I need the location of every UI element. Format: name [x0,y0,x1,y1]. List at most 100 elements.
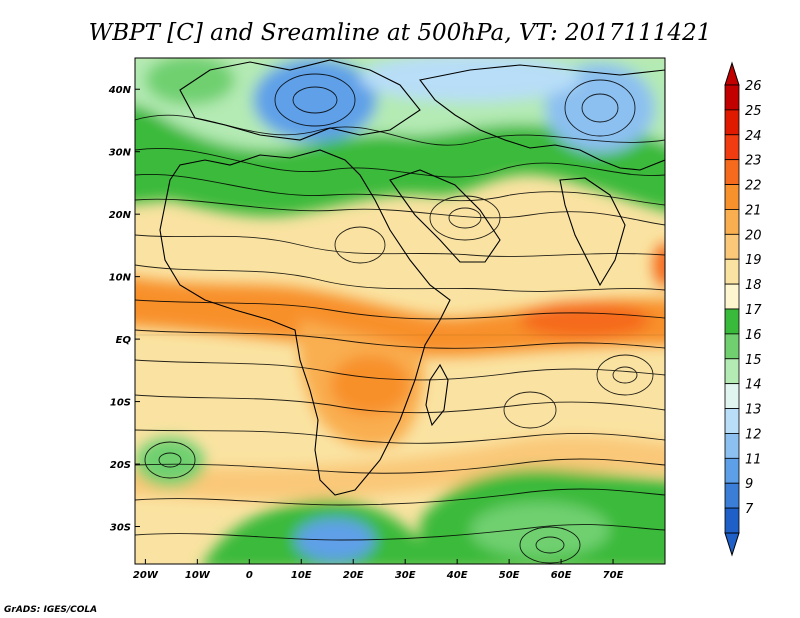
map-frame [134,57,666,565]
colorbar-label: 23 [745,154,762,169]
colorbar-segment [724,159,740,185]
streamline [135,524,665,541]
coastline-madagascar [425,363,449,427]
colorbar-label: 26 [745,79,762,94]
colorbar-label: 18 [745,278,762,293]
coastline-africa [159,149,451,496]
colorbar-label: 21 [745,203,762,218]
streamline-eddy [612,366,638,384]
colorbar-segment [724,184,740,210]
wbpt-shading [135,58,665,564]
lon-tick-label: 20W [133,570,159,581]
streamline [135,147,665,178]
colorbar-label: 17 [745,303,762,318]
lon-tick-label: 20E [343,570,364,581]
streamline-eddy [144,441,196,479]
colorbar-label: 7 [745,502,754,517]
colorbar-bottom-arrow [724,532,740,557]
lon-tick-label: 70E [603,570,624,581]
streamline-eddy [519,526,581,564]
wbpt-cold-northwest-lobe [145,58,235,105]
colorbar-segment [724,233,740,260]
colorbar-segment [724,507,740,534]
streamline [135,329,665,349]
coastline-asia [419,64,665,171]
streamline [135,488,665,506]
coastline-india [559,177,626,287]
streamline-eddy [158,452,182,468]
streamline-eddy [535,536,565,554]
colorbar-label: 22 [745,179,762,194]
streamline-eddy [564,79,636,137]
colorbar-segment [724,209,740,235]
longitude-axis: 20W 10W 0 10E 20E 30E 40E 50E 60E 70E [133,559,624,581]
streamline-eddy [274,73,356,127]
colorbar-segment [724,433,740,459]
wbpt-cold-core-northwest [253,58,377,142]
lat-tick-label: 10S [110,398,131,409]
streamline [135,458,665,474]
coastlines [159,59,665,496]
colorbar-segment [724,408,740,434]
wbpt-cold-core-north [360,58,580,102]
colorbar-label: 16 [745,328,762,343]
lon-tick-label: 10W [185,570,211,581]
colorbar-label: 13 [745,403,762,418]
colorbar-label: 20 [745,228,762,243]
coastline-arabia [389,169,501,263]
colorbar-label: 9 [745,477,753,492]
colorbar-segment [724,84,740,111]
lon-tick-label: 50E [499,570,520,581]
wbpt-cool-south [470,502,610,558]
streamline [135,264,665,292]
streamline-eddy [334,226,386,264]
lat-tick-label: 20S [110,460,131,471]
wbpt-warm-spot-northeast [653,243,665,287]
lon-tick-label: 60E [551,570,572,581]
streamline-eddy [581,93,619,123]
colorbar-segment [724,109,740,136]
colorbar-segment [724,333,740,360]
streamline [135,234,665,257]
colorbar-segment [724,134,740,161]
wbpt-warm-africa-core [330,355,410,415]
streamline-eddy [596,354,654,396]
colorbar: 26 25 24 23 22 21 20 19 18 17 16 15 14 13 12 11 9 7 [724,61,762,557]
streamline [135,173,665,206]
latitude-axis: 40N 30N 20N 10N EQ 10S 20S 30S [108,85,140,534]
wbpt-warm-core-east [520,302,650,338]
streamline [135,394,665,414]
streamline [135,299,665,320]
grads-credit: GrADS: IGES/COLA [4,605,97,615]
colorbar-segment [724,258,740,285]
lat-tick-label: EQ [116,335,132,346]
colorbar-segment [724,482,740,509]
colorbar-label: 24 [745,129,762,144]
lat-tick-label: 10N [109,273,132,284]
lat-tick-label: 20N [109,210,132,221]
colorbar-segment [724,308,740,335]
colorbar-segment [724,283,740,310]
streamline-eddy [429,195,501,241]
streamline [135,198,665,226]
streamline-eddy [292,86,338,114]
colorbar-label: 14 [745,378,762,393]
streamline-eddy [503,391,557,429]
coastline-europe [179,59,421,141]
streamline-eddy [448,207,482,229]
colorbar-segment [724,457,740,484]
colorbar-segment [724,383,740,409]
colorbar-label: 11 [745,452,762,467]
wbpt-green-southwest-eddy [135,437,205,487]
map-panel [135,58,665,564]
streamline [135,429,665,444]
streamlines [135,73,665,564]
lat-tick-label: 40N [108,85,132,96]
map-title: WBPT [C] and Sreamline at 500hPa, VT: 20… [89,20,712,46]
lon-tick-label: 30E [395,570,416,581]
wbpt-band-southern-warm [135,435,665,500]
colorbar-label: 12 [745,427,762,442]
colorbar-top-arrow [724,61,740,86]
colorbar-label: 25 [745,104,762,119]
lat-tick-label: 30S [110,523,131,534]
